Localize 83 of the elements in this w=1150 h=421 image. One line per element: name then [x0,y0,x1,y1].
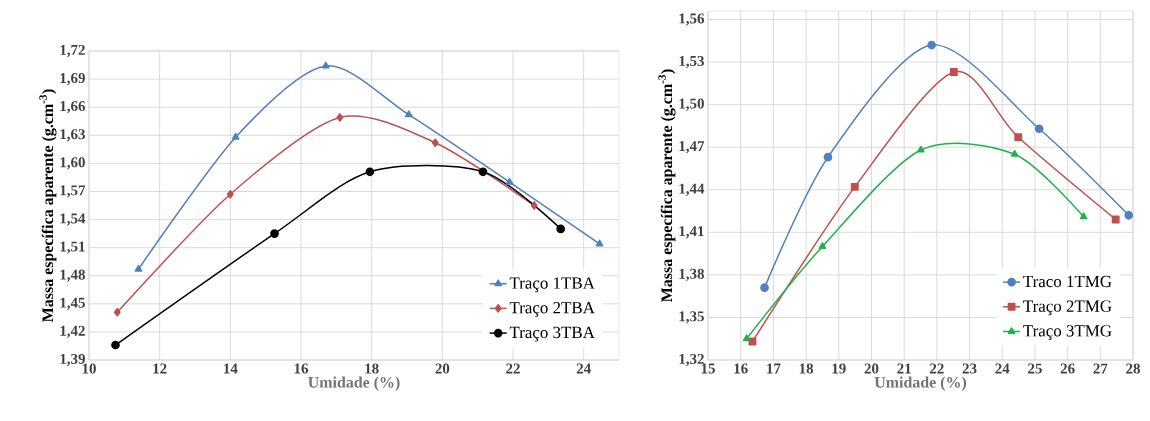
point [321,61,330,69]
point [404,110,413,118]
y-tick-label: 1,63 [60,129,85,142]
point [949,68,958,76]
point [505,177,514,185]
x-tick-label: 20 [435,363,450,374]
point [365,167,375,177]
point [431,138,439,148]
x-tick-label: 27 [1093,363,1108,374]
point [270,229,279,238]
x-tick-label: 14 [224,363,238,374]
y-tick-label: 1,39 [60,353,85,367]
y-tick-label: 1,48 [60,269,85,282]
x-tick-label: 23 [962,363,977,374]
point [231,132,240,140]
point [742,334,751,342]
point [1111,215,1120,224]
x-tick-label: 18 [799,363,814,374]
point [1124,210,1134,220]
x-tick-label: 20 [864,363,879,374]
point [760,283,769,292]
point [111,340,120,350]
y-axis-title: Massa específica aparente (g.cm$^{-3}$) [658,69,676,302]
x-tick-label: 25 [1028,363,1042,374]
y-tick-label: 1,57 [60,185,86,198]
x-tick-label: 24 [995,363,1010,374]
x-tick-label: 18 [365,363,379,374]
point [530,201,538,210]
y-axis-title: Massa específica aparente (g.cm$^{-3}$) [39,89,57,322]
y-tick-label: 1,56 [679,13,705,26]
y-tick-label: 1,60 [60,157,85,170]
y-tick-label: 1,38 [679,268,704,281]
point [113,307,121,317]
point [823,152,833,162]
x-tick-label: 22 [506,363,520,374]
point [226,189,234,199]
point [134,264,143,272]
x-axis-title: Umidade (%) [308,376,400,391]
y-tick-label: 1,51 [60,241,85,254]
y-tick-label: 1,54 [60,213,86,226]
point [336,113,344,122]
point [1034,124,1044,134]
x-tick-label: 17 [767,363,781,374]
legend-label: Traço 3TBA [509,326,595,342]
point [478,167,488,177]
x-tick-label: 16 [734,363,748,374]
point [927,40,936,50]
y-tick-label: 1,47 [679,141,705,154]
y-tick-label: 1,42 [60,325,85,339]
y-tick-label: 1,66 [60,101,86,114]
y-tick-label: 1,53 [679,55,704,69]
legend-label: Traço 2TMG [1023,300,1112,316]
legend-label: Traço 3TMG [1023,325,1112,340]
y-tick-label: 1,41 [679,226,704,239]
x-tick-label: 24 [576,363,591,374]
point [818,242,827,250]
x-axis-title: Umidade (%) [874,376,967,391]
x-tick-label: 10 [82,363,96,374]
legend-label: Traço 2TBA [509,302,595,317]
x-tick-label: 15 [701,363,715,374]
x-tick-label: 26 [1060,363,1075,374]
y-tick-label: 1,50 [679,98,704,111]
legend-label: Traco 1TMG [1023,275,1112,288]
x-tick-label: 19 [832,363,846,374]
point [1014,133,1023,142]
point [1079,212,1088,220]
y-tick-label: 1,69 [60,72,85,86]
y-tick-label: 1,44 [679,183,705,196]
y-tick-label: 1,32 [679,353,704,367]
x-tick-label: 12 [153,363,167,374]
y-tick-label: 1,72 [60,44,85,58]
point [1010,149,1019,157]
y-tick-label: 1,45 [60,297,85,310]
x-tick-label: 21 [897,363,911,374]
legend-label: Traço 1TBA [509,277,595,293]
point [595,239,604,247]
x-tick-label: 22 [930,363,944,374]
point [916,145,925,153]
x-tick-label: 28 [1126,363,1140,374]
y-tick-label: 1,35 [679,311,704,324]
x-tick-label: 16 [294,363,309,374]
point [556,224,566,234]
point [850,182,859,191]
